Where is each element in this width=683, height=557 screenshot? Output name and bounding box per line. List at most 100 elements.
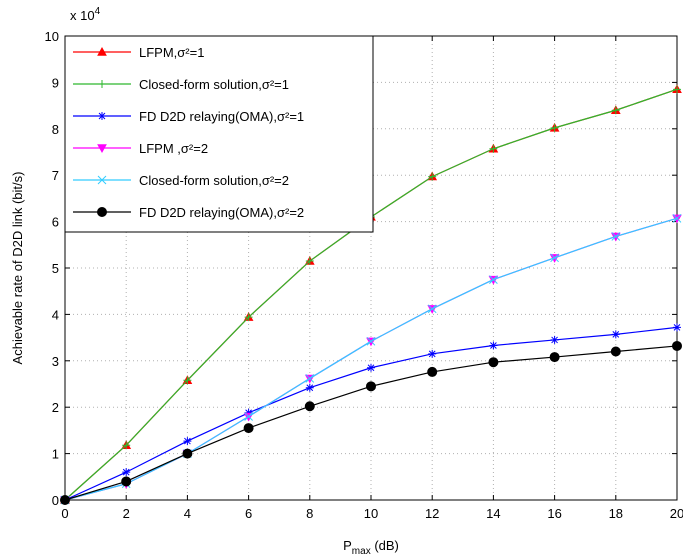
marker [183, 437, 192, 446]
x-label-rest: (dB) [371, 538, 399, 553]
marker-shape [60, 495, 70, 505]
x-tick-label: 2 [123, 506, 130, 521]
marker-shape [183, 376, 192, 385]
marker [244, 313, 253, 322]
marker-shape [611, 106, 620, 115]
marker [550, 123, 559, 132]
marker-shape [673, 85, 681, 94]
marker [182, 448, 193, 459]
multiplier-base: x 10 [70, 8, 95, 23]
marker-shape [549, 352, 560, 363]
marker-shape [98, 112, 106, 120]
x-tick-label: 16 [547, 506, 561, 521]
legend-box [64, 35, 374, 233]
marker-shape [427, 366, 438, 377]
marker-shape [488, 357, 499, 368]
marker-shape [244, 412, 253, 421]
x-tick-label: 20 [670, 506, 683, 521]
x-tick-label: 6 [245, 506, 252, 521]
marker [672, 213, 682, 223]
marker [183, 376, 192, 385]
marker-shape [367, 363, 375, 372]
marker [367, 363, 375, 372]
marker [611, 232, 621, 241]
marker-shape [182, 448, 193, 459]
marker [549, 352, 560, 363]
marker [122, 441, 131, 450]
y-tick-label: 2 [52, 400, 59, 415]
marker-shape [489, 341, 498, 350]
marker [489, 275, 498, 284]
marker [673, 323, 681, 332]
marker [550, 253, 559, 263]
marker-shape [428, 349, 437, 358]
legend-label: LFPM,σ²=1 [139, 45, 204, 60]
x-tick-label: 14 [486, 506, 500, 521]
legend-label: Closed-form solution,σ²=2 [139, 173, 289, 188]
y-tick-label: 5 [52, 261, 59, 276]
marker-shape [97, 207, 107, 217]
marker [304, 401, 315, 412]
marker [489, 341, 498, 350]
marker-shape [611, 232, 621, 241]
x-label-sub: max [352, 546, 371, 557]
marker [305, 257, 314, 266]
marker [98, 80, 106, 88]
marker [611, 106, 620, 115]
legend-label: Closed-form solution,σ²=1 [139, 77, 289, 92]
marker-shape [122, 441, 131, 450]
marker-shape [183, 437, 192, 446]
marker [366, 336, 376, 346]
marker-shape [550, 253, 559, 263]
legend-label: LFPM ,σ²=2 [139, 141, 208, 156]
marker-shape [610, 346, 621, 357]
marker-shape [121, 476, 132, 487]
y-tick-label: 1 [52, 447, 59, 462]
marker-shape [122, 468, 131, 477]
marker-shape [427, 304, 437, 314]
y-tick-label: 10 [45, 29, 59, 44]
x-tick-label: 12 [425, 506, 439, 521]
marker [428, 349, 437, 358]
marker [98, 112, 106, 120]
x-tick-label: 18 [609, 506, 623, 521]
marker-shape [366, 381, 376, 392]
marker-shape [550, 335, 559, 344]
marker-shape [304, 401, 315, 412]
x-axis-label: Pmax (dB) [343, 538, 399, 557]
marker [427, 304, 437, 314]
marker [97, 46, 107, 56]
marker-shape [97, 46, 107, 56]
legend-label: FD D2D relaying(OMA),σ²=2 [139, 205, 304, 220]
marker [550, 335, 559, 344]
marker-shape [428, 172, 437, 181]
legend-label: FD D2D relaying(OMA),σ²=1 [139, 109, 304, 124]
marker [122, 468, 131, 477]
marker [97, 144, 107, 154]
y-tick-label: 9 [52, 75, 59, 90]
multiplier-exp: 4 [95, 6, 101, 17]
marker-shape [611, 330, 620, 339]
marker-shape [489, 275, 498, 284]
x-tick-label: 10 [364, 506, 378, 521]
marker-shape [305, 383, 314, 392]
marker-shape [550, 123, 559, 132]
marker-shape [243, 423, 254, 434]
marker [243, 423, 254, 434]
marker-shape [673, 323, 681, 332]
y-tick-label: 0 [52, 493, 59, 508]
marker [244, 408, 253, 417]
marker-shape [305, 374, 315, 383]
marker [244, 412, 253, 421]
marker-shape [366, 336, 376, 346]
marker-shape [97, 144, 107, 154]
x-tick-label: 4 [184, 506, 191, 521]
marker [672, 340, 682, 351]
marker-shape [244, 408, 253, 417]
marker [366, 381, 376, 392]
y-tick-label: 3 [52, 354, 59, 369]
marker [60, 495, 70, 505]
marker [610, 346, 621, 357]
marker [305, 383, 314, 392]
